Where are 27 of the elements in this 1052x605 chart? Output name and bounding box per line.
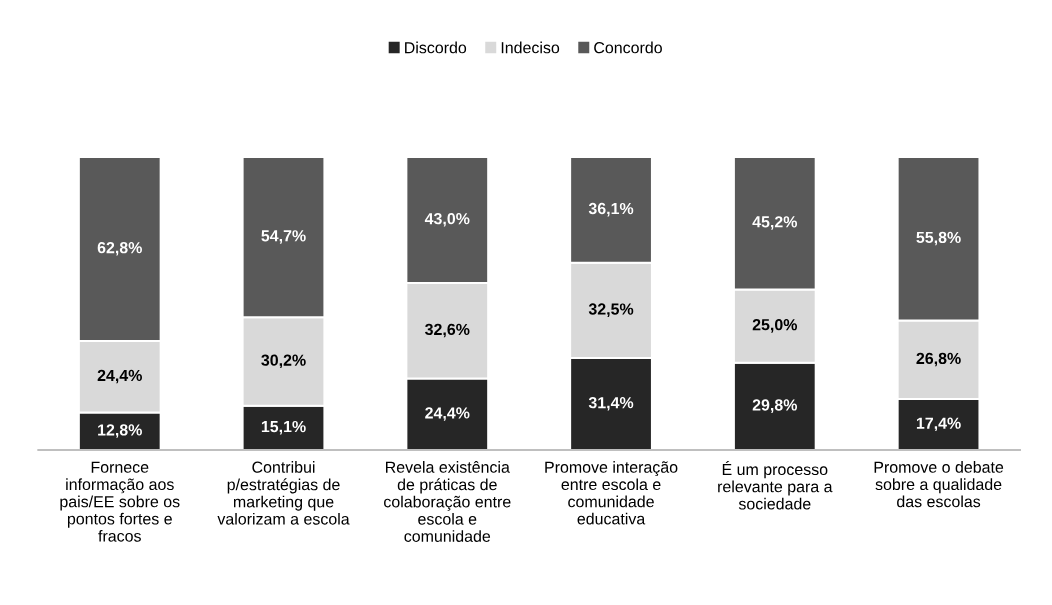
data-label: 29,8% <box>752 399 798 413</box>
x-tick-label: Promove o debate sobre a qualidade das escolas <box>874 461 1004 508</box>
data-label: 24,4% <box>97 369 142 384</box>
data-label: 55,8% <box>916 231 961 246</box>
data-label: 25,0% <box>752 319 798 333</box>
data-label: 36,1% <box>588 202 634 217</box>
legend-label: Discordo <box>405 41 467 54</box>
x-tick-label: É um processo relevante para a sociedade <box>718 461 833 510</box>
legend-label: Concordo <box>594 41 662 54</box>
x-tick-label: Fornece informação aos pais/EE sobre os pontos fortes e fracos <box>60 461 180 542</box>
data-label: 32,6% <box>425 323 470 338</box>
data-label: 30,2% <box>261 354 306 369</box>
data-label: 31,4% <box>588 396 634 411</box>
x-tick-label: Promove interação entre escola e comunidade educativa <box>545 461 678 525</box>
data-label: 26,8% <box>916 352 961 367</box>
data-label: 32,5% <box>588 303 634 317</box>
data-label: 54,7% <box>261 230 306 244</box>
legend-label: Indeciso <box>501 41 560 54</box>
x-tick-label: Contribui p/estratégias de marketing que valorizam a escola <box>217 461 350 525</box>
x-tick-label: Revela existência de práticas de colaboração entre escola e comunidade <box>384 461 511 542</box>
data-label: 43,0% <box>424 212 470 227</box>
data-label: 62,8% <box>97 241 142 256</box>
data-label: 24,4% <box>425 407 470 421</box>
data-label: 15,1% <box>261 420 306 435</box>
data-label: 45,2% <box>752 216 798 230</box>
data-label: 17,4% <box>916 417 961 432</box>
data-label: 12,8% <box>98 424 142 438</box>
